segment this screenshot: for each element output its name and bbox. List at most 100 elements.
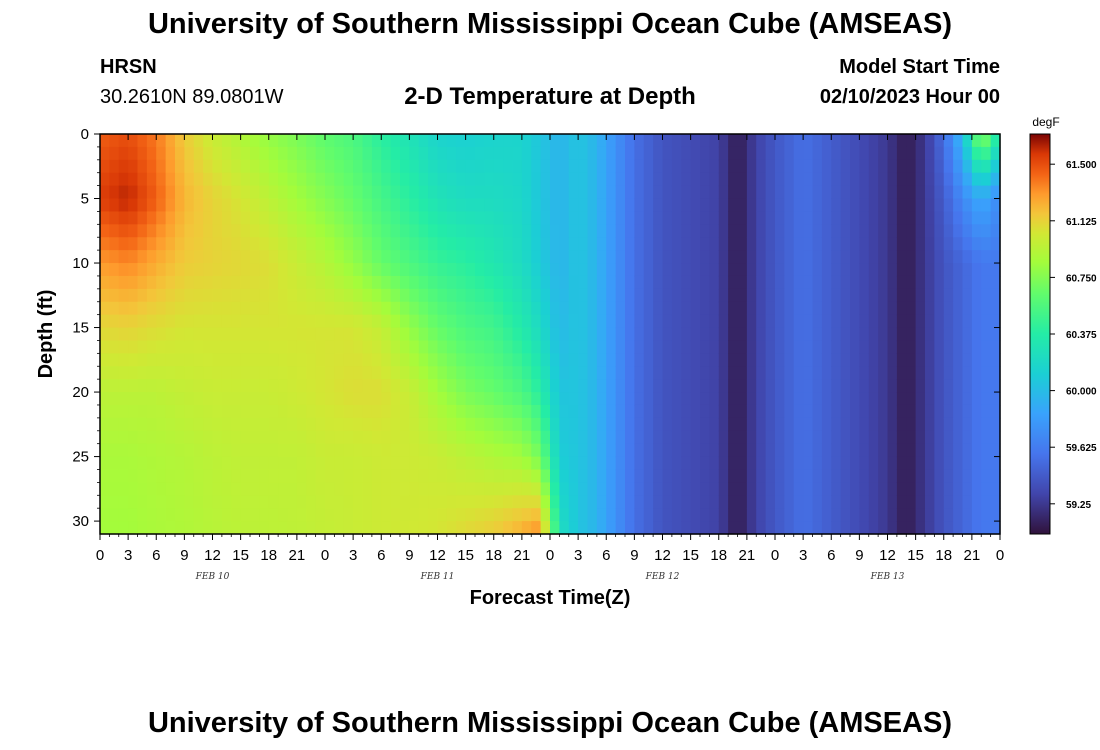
heatmap-cell (512, 443, 523, 458)
heatmap-cell (671, 366, 682, 380)
heatmap-cell (503, 508, 514, 522)
heatmap-cell (315, 301, 326, 316)
heatmap-cell (718, 508, 729, 522)
heatmap-cell (409, 469, 420, 483)
heatmap-cell (484, 172, 495, 187)
heatmap-cell (568, 327, 579, 342)
heatmap-cell (878, 340, 889, 354)
heatmap-cell (165, 301, 176, 316)
heatmap-cell (812, 392, 823, 406)
heatmap-cell (287, 314, 298, 329)
heatmap-cell (362, 198, 373, 213)
x-tick-label: 21 (964, 547, 981, 564)
heatmap-cell (606, 482, 617, 496)
heatmap-cell (128, 198, 139, 213)
heatmap-cell (268, 134, 279, 148)
heatmap-cell (100, 314, 110, 329)
heatmap-cell (859, 456, 870, 471)
heatmap-cell (268, 404, 279, 419)
heatmap-cell (268, 521, 279, 535)
heatmap-cell (662, 353, 673, 367)
heatmap-cell (503, 404, 514, 419)
heatmap-cell (446, 288, 457, 303)
heatmap-cell (878, 379, 889, 393)
heatmap-cell (465, 392, 476, 406)
heatmap-cell (850, 456, 860, 471)
heatmap-cell (700, 134, 710, 148)
heatmap-cell (709, 250, 720, 264)
heatmap-cell (446, 275, 457, 290)
heatmap-cell (728, 521, 739, 535)
heatmap-cell (475, 340, 485, 354)
heatmap-cell (250, 482, 260, 496)
heatmap-cell (184, 482, 195, 496)
heatmap-cell (371, 379, 382, 393)
heatmap-cell (981, 379, 992, 393)
heatmap-cell (643, 263, 654, 277)
heatmap-cell (193, 417, 204, 432)
heatmap-cell (578, 211, 589, 225)
heatmap-cell (428, 430, 439, 445)
heatmap-cell (184, 237, 195, 251)
heatmap-cell (643, 185, 654, 200)
heatmap-cell (578, 366, 589, 380)
heatmap-cell (728, 404, 739, 419)
heatmap-cell (540, 443, 551, 458)
heatmap-cell (821, 404, 832, 419)
heatmap-cell (306, 275, 317, 290)
heatmap-cell (456, 314, 467, 329)
heatmap-cell (634, 508, 645, 522)
heatmap-cell (446, 198, 457, 213)
heatmap-cell (925, 263, 935, 277)
heatmap-cell (756, 340, 767, 354)
heatmap-cell (775, 430, 785, 445)
heatmap-cell (456, 495, 467, 509)
heatmap-cell (503, 314, 514, 329)
heatmap-cell (765, 185, 776, 200)
heatmap-cell (400, 353, 410, 367)
heatmap-cell (784, 185, 795, 200)
heatmap-cell (540, 495, 551, 509)
heatmap-cell (146, 288, 157, 303)
heatmap-cell (250, 159, 260, 174)
y-tick-label: 5 (81, 191, 89, 208)
heatmap-cell (559, 379, 570, 393)
heatmap-cell (850, 172, 860, 187)
heatmap-cell (259, 508, 270, 522)
heatmap-cell (653, 456, 664, 471)
heatmap-cell (868, 211, 879, 225)
heatmap-cell (428, 134, 439, 148)
heatmap-cell (493, 353, 504, 367)
heatmap-cell (381, 198, 392, 213)
heatmap-cell (606, 340, 617, 354)
heatmap-cell (925, 366, 935, 380)
heatmap-cell (437, 134, 448, 148)
heatmap-cell (325, 301, 335, 316)
heatmap-cell (221, 340, 232, 354)
heatmap-cell (503, 288, 514, 303)
heatmap-cell (784, 392, 795, 406)
heatmap-cell (212, 224, 223, 238)
heatmap-cell (868, 288, 879, 303)
heatmap-cell (334, 250, 345, 264)
heatmap-cell (250, 288, 260, 303)
heatmap-cell (465, 521, 476, 535)
heatmap-cell (381, 172, 392, 187)
heatmap-cell (175, 172, 185, 187)
heatmap-cell (343, 508, 354, 522)
heatmap-cell (915, 237, 926, 251)
heatmap-cell (212, 508, 223, 522)
heatmap-cell (109, 495, 120, 509)
heatmap-cell (746, 417, 757, 432)
heatmap-cell (971, 146, 982, 161)
heatmap-cell (296, 263, 307, 277)
heatmap-cell (821, 185, 832, 200)
heatmap-cell (428, 211, 439, 225)
heatmap-cell (146, 456, 157, 471)
heatmap-cell (821, 159, 832, 174)
heatmap-cell (887, 482, 898, 496)
heatmap-cell (400, 379, 410, 393)
heatmap-cell (409, 275, 420, 290)
heatmap-cell (193, 134, 204, 148)
heatmap-cell (465, 211, 476, 225)
